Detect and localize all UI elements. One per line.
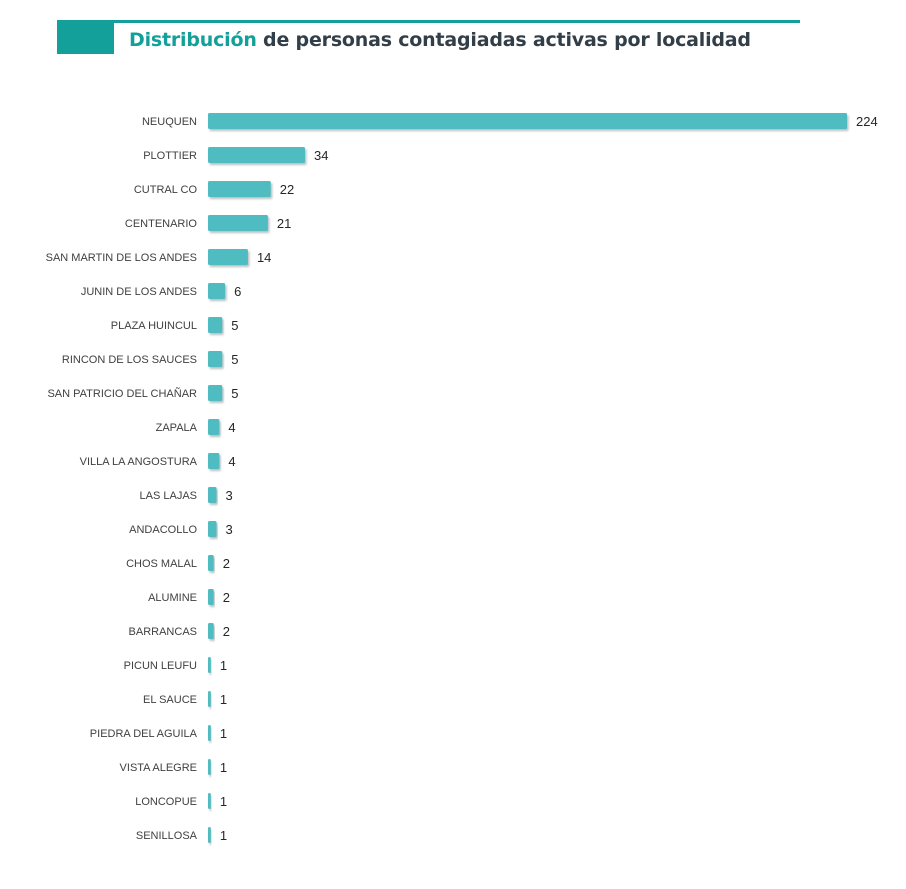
bar xyxy=(208,759,211,775)
value-label: 1 xyxy=(220,794,227,809)
bar xyxy=(208,419,220,435)
value-label: 1 xyxy=(220,692,227,707)
title-accent-block xyxy=(57,20,114,54)
bar xyxy=(208,589,214,605)
category-label: ANDACOLLO xyxy=(129,524,197,536)
bar xyxy=(208,351,223,367)
bar xyxy=(208,827,211,843)
bar xyxy=(208,487,217,503)
category-label: RINCON DE LOS SAUCES xyxy=(62,354,197,366)
category-label: LONCOPUE xyxy=(135,796,197,808)
value-label: 4 xyxy=(228,420,235,435)
category-label: VISTA ALEGRE xyxy=(120,762,197,774)
value-label: 1 xyxy=(220,828,227,843)
value-label: 6 xyxy=(234,284,241,299)
bar xyxy=(208,793,211,809)
category-label: ALUMINE xyxy=(148,592,197,604)
value-label: 4 xyxy=(228,454,235,469)
category-label: EL SAUCE xyxy=(143,694,197,706)
chart-title-highlight: Distribución xyxy=(129,29,257,51)
category-label: PICUN LEUFU xyxy=(124,660,197,672)
category-label: NEUQUEN xyxy=(142,116,197,128)
value-label: 3 xyxy=(226,522,233,537)
bar xyxy=(208,521,217,537)
value-label: 2 xyxy=(223,590,230,605)
bar xyxy=(208,249,248,265)
bar xyxy=(208,181,271,197)
bars xyxy=(208,113,847,843)
category-label: CHOS MALAL xyxy=(126,558,197,570)
value-label: 2 xyxy=(223,556,230,571)
category-label: PIEDRA DEL AGUILA xyxy=(90,728,198,740)
value-label: 2 xyxy=(223,624,230,639)
bar xyxy=(208,657,211,673)
value-label: 224 xyxy=(856,114,878,129)
bar xyxy=(208,691,211,707)
category-label: ZAPALA xyxy=(156,422,198,434)
bar xyxy=(208,725,211,741)
category-label: SAN MARTIN DE LOS ANDES xyxy=(46,252,197,264)
category-label: CUTRAL CO xyxy=(134,184,198,196)
bar xyxy=(208,317,223,333)
value-label: 5 xyxy=(231,318,238,333)
chart-title-rest: de personas contagiadas activas por loca… xyxy=(256,29,751,51)
category-label: BARRANCAS xyxy=(129,626,197,638)
bar xyxy=(208,453,220,469)
title-accent-line xyxy=(114,20,800,23)
bar xyxy=(208,555,214,571)
category-label: CENTENARIO xyxy=(125,218,198,230)
category-label: SENILLOSA xyxy=(136,830,198,842)
bar xyxy=(208,283,226,299)
bar xyxy=(208,113,847,129)
category-label: PLAZA HUINCUL xyxy=(111,320,197,332)
value-label: 3 xyxy=(226,488,233,503)
value-label: 22 xyxy=(280,182,294,197)
title-bar: Distribución de personas contagiadas act… xyxy=(57,20,800,54)
value-label: 21 xyxy=(277,216,291,231)
chart-title: Distribución de personas contagiadas act… xyxy=(129,29,751,51)
value-label: 5 xyxy=(231,386,238,401)
category-label: JUNIN DE LOS ANDES xyxy=(81,286,197,298)
value-label: 1 xyxy=(220,760,227,775)
category-label: LAS LAJAS xyxy=(140,490,197,502)
value-label: 14 xyxy=(257,250,271,265)
bar xyxy=(208,623,214,639)
bar xyxy=(208,215,268,231)
value-label: 34 xyxy=(314,148,328,163)
value-label: 1 xyxy=(220,658,227,673)
bar xyxy=(208,385,223,401)
category-label: SAN PATRICIO DEL CHAÑAR xyxy=(47,387,197,400)
value-label: 1 xyxy=(220,726,227,741)
category-labels: NEUQUEN PLOTTIER CUTRAL CO CENTENARIO SAN MA… xyxy=(46,116,198,842)
category-label: VILLA LA ANGOSTURA xyxy=(80,456,198,468)
bar xyxy=(208,147,305,163)
category-label: PLOTTIER xyxy=(143,150,197,162)
value-label: 5 xyxy=(231,352,238,367)
